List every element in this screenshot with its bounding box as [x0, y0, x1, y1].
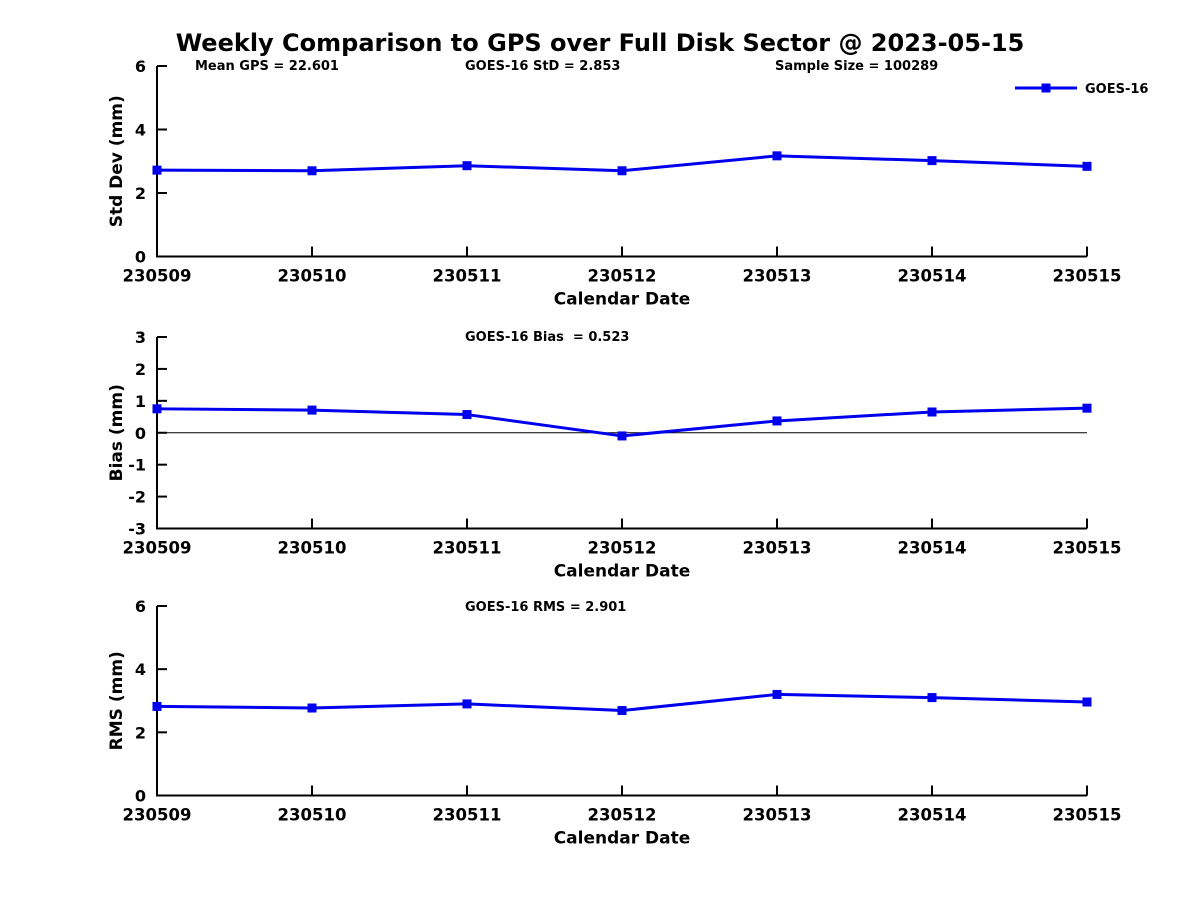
x-tick-label: 230515 [1053, 539, 1122, 558]
y-tick-label: 0 [135, 787, 146, 806]
data-point-marker [1082, 697, 1092, 707]
y-axis-label: Std Dev (mm) [107, 95, 127, 227]
data-point-marker [152, 404, 162, 414]
data-point-marker [462, 699, 472, 709]
data-point-marker [772, 689, 782, 699]
panel-bias-panel: -3 -2 -1 0 1 2 3 230509 230510 230511 230512 230513… [107, 328, 1121, 582]
data-point-marker [462, 161, 472, 171]
y-tick-label: 2 [135, 360, 146, 379]
panel-std-dev-panel: 0 2 4 6 230509 230510 230511 230512 230513 230514… [107, 57, 1148, 310]
data-point-marker [617, 431, 627, 441]
data-point-marker [1082, 161, 1092, 171]
y-tick-label: 4 [135, 121, 146, 140]
legend-label: GOES-16 [1085, 82, 1148, 97]
y-tick-label: 0 [135, 424, 146, 443]
annotation: GOES-16 Bias = 0.523 [465, 330, 629, 345]
x-tick-label: 230510 [278, 267, 347, 286]
y-tick-label: 6 [135, 57, 146, 76]
data-point-marker [152, 701, 162, 711]
legend: GOES-16 [1015, 82, 1148, 97]
data-point-marker [1082, 403, 1092, 413]
x-tick-label: 230512 [588, 806, 657, 825]
x-axis-label: Calendar Date [554, 562, 691, 582]
legend-marker [1041, 83, 1051, 93]
x-tick-label: 230511 [433, 267, 502, 286]
annotation: Sample Size = 100289 [775, 59, 938, 74]
x-tick-label: 230514 [898, 267, 967, 286]
x-tick-label: 230512 [588, 267, 657, 286]
data-point-marker [307, 166, 317, 176]
data-point-marker [772, 151, 782, 161]
y-tick-label: -3 [128, 520, 146, 539]
x-tick-label: 230509 [123, 806, 192, 825]
data-point-marker [927, 693, 937, 703]
x-tick-label: 230513 [743, 267, 812, 286]
y-axis-label: RMS (mm) [107, 651, 127, 750]
axis-frame [156, 606, 1087, 797]
x-tick-label: 230513 [743, 539, 812, 558]
data-point-marker [152, 165, 162, 175]
annotation: GOES-16 StD = 2.853 [465, 59, 620, 74]
y-tick-label: 2 [135, 184, 146, 203]
x-tick-label: 230511 [433, 539, 502, 558]
y-tick-label: -2 [128, 488, 146, 507]
x-tick-label: 230514 [898, 539, 967, 558]
y-tick-label: 1 [135, 392, 146, 411]
data-point-marker [617, 706, 627, 716]
x-tick-label: 230515 [1053, 267, 1122, 286]
y-tick-label: -1 [128, 456, 146, 475]
figure-title: Weekly Comparison to GPS over Full Disk … [175, 29, 1025, 57]
data-point-marker [927, 156, 937, 166]
panel-rms-panel: 0 2 4 6 230509 230510 230511 230512 230513 230514… [107, 597, 1121, 849]
x-tick-label: 230510 [278, 539, 347, 558]
data-point-marker [462, 410, 472, 420]
y-tick-label: 2 [135, 723, 146, 742]
x-axis-label: Calendar Date [554, 290, 691, 310]
annotation: GOES-16 RMS = 2.901 [465, 600, 626, 615]
y-tick-label: 0 [135, 248, 146, 267]
x-axis-label: Calendar Date [554, 829, 691, 849]
y-tick-label: 3 [135, 328, 146, 347]
data-point-marker [307, 703, 317, 713]
y-tick-label: 6 [135, 597, 146, 616]
x-tick-label: 230509 [123, 267, 192, 286]
data-point-marker [772, 416, 782, 426]
x-tick-label: 230514 [898, 806, 967, 825]
x-tick-label: 230511 [433, 806, 502, 825]
x-tick-label: 230510 [278, 806, 347, 825]
data-point-marker [617, 166, 627, 176]
x-tick-label: 230512 [588, 539, 657, 558]
y-tick-label: 4 [135, 660, 146, 679]
data-point-marker [927, 407, 937, 417]
x-tick-label: 230515 [1053, 806, 1122, 825]
x-tick-label: 230513 [743, 806, 812, 825]
annotation: Mean GPS = 22.601 [195, 59, 339, 74]
y-axis-label: Bias (mm) [107, 384, 127, 481]
data-point-marker [307, 405, 317, 415]
x-tick-label: 230509 [123, 539, 192, 558]
